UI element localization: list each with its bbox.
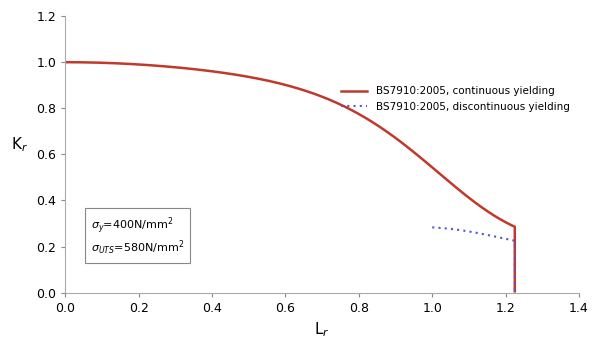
Y-axis label: K$_r$: K$_r$ — [11, 136, 28, 154]
Legend: BS7910:2005, continuous yielding, BS7910:2005, discontinuous yielding: BS7910:2005, continuous yielding, BS7910… — [337, 82, 574, 116]
Text: $\sigma_y$=400N/mm$^2$
$\sigma_{UTS}$=580N/mm$^2$: $\sigma_y$=400N/mm$^2$ $\sigma_{UTS}$=58… — [91, 215, 184, 257]
X-axis label: L$_r$: L$_r$ — [314, 320, 330, 339]
